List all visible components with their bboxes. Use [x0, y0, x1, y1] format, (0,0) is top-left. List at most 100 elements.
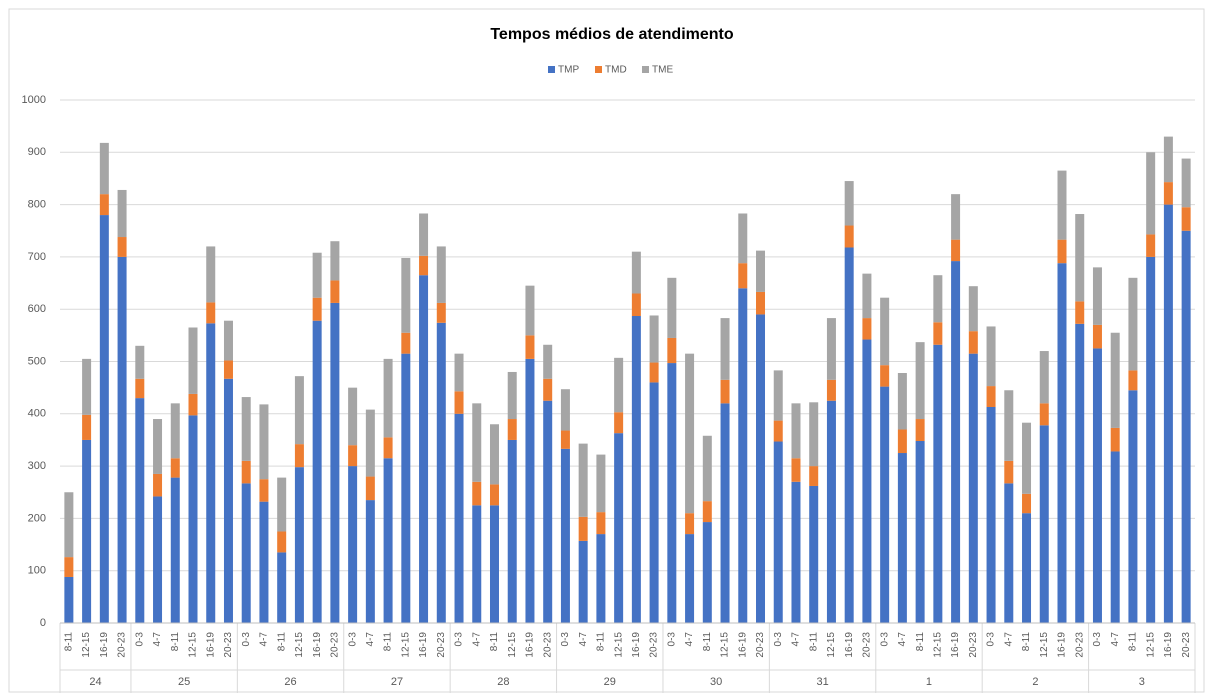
bar-segment	[844, 247, 854, 623]
bar-segment	[897, 373, 907, 430]
bar-segment	[756, 314, 766, 623]
group-label: 27	[391, 676, 403, 688]
bar-segment	[1110, 332, 1120, 428]
bar-segment	[135, 378, 145, 399]
bar-segment	[277, 531, 287, 553]
bar-segment	[1146, 234, 1156, 257]
bar-segment	[844, 225, 854, 248]
bar-segment	[64, 557, 74, 577]
bar-segment	[64, 492, 74, 558]
x-tick-label: 16-19	[950, 632, 961, 658]
bar-segment	[880, 297, 890, 366]
x-tick-label: 4-7	[365, 632, 376, 647]
group-label: 29	[604, 676, 616, 688]
legend-swatch	[595, 66, 602, 73]
bar-segment	[791, 458, 801, 482]
bar-segment	[419, 275, 429, 623]
x-tick-label: 20-23	[755, 632, 766, 658]
bar-segment	[454, 413, 464, 623]
bar-segment	[489, 484, 499, 506]
bar-segment	[223, 378, 233, 623]
bar-segment	[1022, 513, 1032, 623]
bar-segment	[99, 142, 109, 195]
x-tick-label: 8-11	[596, 632, 607, 652]
group-label: 2	[1032, 676, 1038, 688]
bar-segment	[153, 419, 163, 474]
bar-segment	[170, 458, 180, 478]
bar-segment	[614, 412, 624, 434]
bar-segment	[206, 246, 216, 303]
x-tick-label: 8-11	[915, 632, 926, 652]
bar-segment	[862, 339, 872, 623]
group-label: 31	[816, 676, 828, 688]
bar-segment	[117, 256, 127, 623]
x-tick-label: 4-7	[1003, 632, 1014, 647]
bar-segment	[294, 376, 304, 445]
bar-segment	[986, 326, 996, 387]
bar-segment	[596, 534, 606, 623]
x-tick-label: 16-19	[1057, 632, 1068, 658]
bar-segment	[1092, 348, 1102, 623]
bar-segment	[773, 370, 783, 421]
bar-segment	[880, 386, 890, 623]
x-tick-label: 16-19	[205, 632, 216, 658]
bar-segment	[809, 485, 819, 623]
bar-segment	[330, 280, 340, 303]
x-tick-label: 12-15	[188, 632, 199, 658]
bar-segment	[312, 320, 322, 623]
bar-segment	[1075, 323, 1085, 623]
bar-segment	[365, 500, 375, 623]
bar-segment	[685, 534, 695, 623]
group-label: 26	[284, 676, 296, 688]
y-tick-label: 800	[28, 199, 46, 211]
bar-segment	[578, 540, 588, 623]
bar-segment	[631, 315, 641, 623]
bar-segment	[1004, 483, 1014, 623]
bar-segment	[489, 424, 499, 485]
bar-segment	[1163, 182, 1173, 205]
bar-segment	[206, 302, 216, 324]
bar-segment	[383, 458, 393, 623]
y-tick-label: 300	[28, 460, 46, 472]
bar-segment	[1039, 425, 1049, 623]
bar-segment	[1057, 263, 1067, 623]
bar-segment	[241, 483, 251, 623]
bar-segment	[1057, 170, 1067, 240]
bar-segment	[188, 415, 198, 623]
bar-segment	[897, 453, 907, 623]
bar-segment	[826, 318, 836, 380]
bar-segment	[241, 397, 251, 461]
bar-segment	[330, 241, 340, 281]
bar-segment	[862, 318, 872, 340]
x-tick-label: 20-23	[436, 632, 447, 658]
bar-segment	[1181, 207, 1191, 231]
x-tick-label: 0-3	[666, 632, 677, 647]
bar-segment	[826, 400, 836, 623]
bar-segment	[756, 250, 766, 292]
bar-segment	[578, 443, 588, 517]
bar-segment	[968, 353, 978, 623]
bar-segment	[720, 379, 730, 404]
bar-segment	[507, 419, 517, 440]
bar-segment	[791, 403, 801, 459]
bar-segment	[117, 189, 127, 238]
bar-segment	[1004, 390, 1014, 461]
group-label: 24	[89, 676, 101, 688]
bar-segment	[1004, 460, 1014, 484]
bar-segment	[99, 194, 109, 216]
bar-segment	[596, 512, 606, 535]
bar-segment	[809, 466, 819, 486]
bar-segment	[649, 362, 659, 383]
bar-segment	[330, 302, 340, 623]
x-tick-label: 8-11	[489, 632, 500, 652]
bar-segment	[614, 433, 624, 623]
bar-segment	[1039, 351, 1049, 404]
bar-segment	[436, 246, 446, 303]
bar-segment	[419, 213, 429, 256]
bar-segment	[578, 516, 588, 541]
bar-segment	[968, 286, 978, 332]
bar-segment	[401, 257, 411, 333]
bar-segment	[223, 320, 233, 361]
y-tick-label: 200	[28, 512, 46, 524]
x-tick-label: 0-3	[454, 632, 465, 647]
